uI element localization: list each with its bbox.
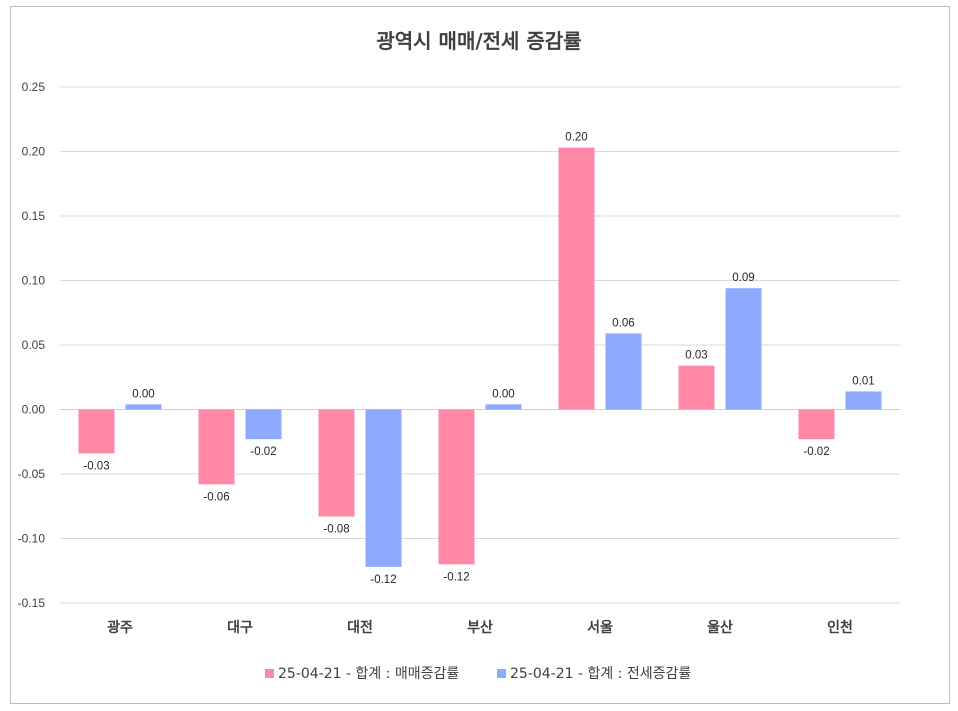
bar bbox=[558, 147, 595, 410]
bar bbox=[725, 288, 762, 410]
data-label: 0.00 bbox=[492, 388, 514, 400]
bar bbox=[605, 333, 642, 410]
x-tick-label: 광주 bbox=[107, 619, 133, 636]
data-label: 0.06 bbox=[612, 317, 634, 329]
bar bbox=[438, 409, 475, 565]
bar bbox=[845, 391, 882, 410]
data-label: -0.08 bbox=[323, 524, 349, 536]
legend-swatch bbox=[265, 669, 274, 678]
x-tick-label: 대전 bbox=[347, 619, 373, 636]
y-axis: -0.15 -0.10 -0.05 0.00 0.05 0.10 0.15 0.20 0.25 bbox=[18, 80, 46, 610]
y-tick-label: 0.15 bbox=[22, 209, 46, 223]
bar bbox=[318, 409, 355, 517]
y-tick-label: 0.25 bbox=[22, 80, 46, 94]
data-label: 0.03 bbox=[685, 350, 707, 362]
data-label: -0.06 bbox=[203, 491, 229, 503]
data-label: -0.12 bbox=[370, 574, 396, 586]
bar bbox=[365, 409, 402, 567]
data-label: 0.01 bbox=[852, 375, 874, 387]
y-tick-label: 0.00 bbox=[22, 403, 46, 417]
bars bbox=[78, 147, 882, 567]
bar bbox=[125, 404, 162, 410]
bar bbox=[78, 409, 115, 454]
data-label: 0.09 bbox=[732, 272, 754, 284]
chart-title: 광역시 매매/전세 증감률 bbox=[376, 29, 581, 53]
data-label: -0.12 bbox=[443, 571, 469, 583]
y-tick-label: 0.05 bbox=[22, 338, 46, 352]
y-tick-label: -0.15 bbox=[18, 596, 46, 610]
bar bbox=[678, 365, 715, 410]
x-tick-label: 서울 bbox=[587, 619, 613, 636]
bar bbox=[485, 404, 522, 410]
data-label: -0.02 bbox=[803, 446, 829, 458]
bar bbox=[798, 409, 835, 440]
x-tick-label: 대구 bbox=[227, 620, 253, 636]
y-tick-label: -0.05 bbox=[18, 467, 46, 481]
data-label: 0.00 bbox=[132, 388, 154, 400]
legend-label: 25-04-21 - 합계 : 전세증감률 bbox=[510, 666, 691, 682]
x-tick-label: 인천 bbox=[827, 619, 853, 636]
legend-swatch bbox=[497, 669, 506, 678]
x-tick-label: 부산 bbox=[467, 619, 493, 636]
data-label: -0.03 bbox=[83, 460, 109, 472]
legend: 25-04-21 - 합계 : 매매증감률 25-04-21 - 합계 : 전세증… bbox=[265, 666, 691, 682]
x-axis: 광주 대구 대전 부산 서울 울산 인천 bbox=[107, 619, 853, 636]
data-labels: -0.03 0.00 -0.06 -0.02 -0.08 -0.12 -0.12 0.00 0.… bbox=[83, 132, 874, 586]
legend-label: 25-04-21 - 합계 : 매매증감률 bbox=[278, 666, 459, 682]
y-tick-label: 0.10 bbox=[22, 274, 46, 288]
x-tick-label: 울산 bbox=[707, 619, 733, 636]
data-label: 0.20 bbox=[565, 132, 587, 144]
data-label: -0.02 bbox=[250, 446, 276, 458]
bar bbox=[198, 409, 235, 485]
y-tick-label: 0.20 bbox=[22, 145, 46, 159]
y-tick-label: -0.10 bbox=[18, 532, 46, 546]
chart-frame bbox=[10, 6, 950, 704]
gridlines bbox=[60, 86, 900, 604]
bar bbox=[245, 409, 282, 440]
